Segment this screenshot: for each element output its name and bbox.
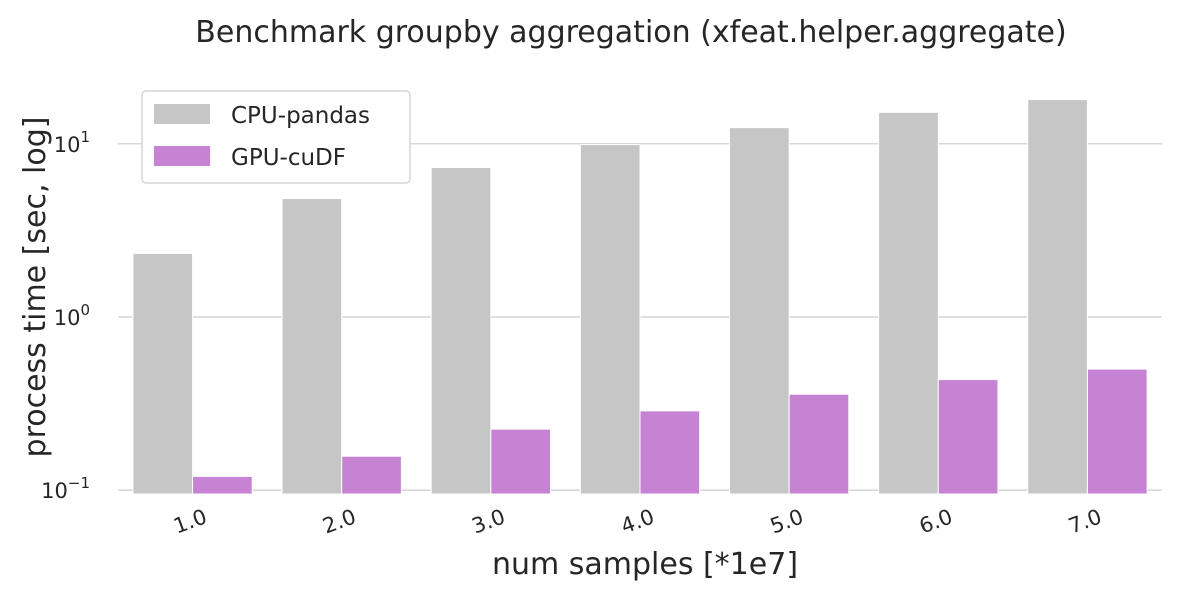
x-tick-label: 6.0 [916,504,956,538]
x-tick-label: 5.0 [767,504,807,538]
bar-cpu-pandas-4.0 [579,144,641,495]
bar-gpu-cudf-4.0 [639,410,701,495]
bar-gpu-cudf-3.0 [490,428,552,495]
x-tick-label: 2.0 [320,504,360,538]
y-ticks: 10−1 100 101 [41,128,90,503]
legend: CPU-pandas GPU-cuDF [141,90,411,184]
bar-gpu-cudf-2.0 [341,455,402,495]
bar-cpu-pandas-1.0 [132,252,194,495]
x-tick-label: 1.0 [170,504,210,538]
legend-label-gpu-cudf: GPU-cuDF [231,145,346,171]
y-tick-label: 101 [54,128,90,157]
legend-swatch-cpu-pandas [154,104,210,124]
bar-cpu-pandas-3.0 [430,166,492,495]
y-tick-label: 10−1 [41,474,90,503]
y-tick-label: 100 [54,301,90,330]
x-tick-label: 3.0 [469,504,509,538]
y-axis-label: process time [sec, log] [18,117,53,458]
bar-cpu-pandas-5.0 [728,127,790,495]
x-ticks: 1.0 2.0 3.0 4.0 5.0 6.0 7.0 [170,504,1104,538]
bar-gpu-cudf-5.0 [788,393,850,495]
bar-gpu-cudf-1.0 [192,475,253,495]
bars-layer [132,99,1148,495]
legend-label-cpu-pandas: CPU-pandas [231,103,370,129]
x-axis-label: num samples [*1e7] [492,547,798,582]
bar-cpu-pandas-2.0 [281,198,343,495]
bar-gpu-cudf-7.0 [1086,368,1148,495]
bar-cpu-pandas-6.0 [878,111,939,495]
chart-title: Benchmark groupby aggregation (xfeat.hel… [195,15,1066,50]
x-tick-label: 4.0 [618,504,658,538]
bar-cpu-pandas-7.0 [1027,99,1088,495]
x-tick-label: 7.0 [1065,504,1105,538]
bar-gpu-cudf-6.0 [937,379,999,495]
legend-swatch-gpu-cudf [154,146,210,166]
